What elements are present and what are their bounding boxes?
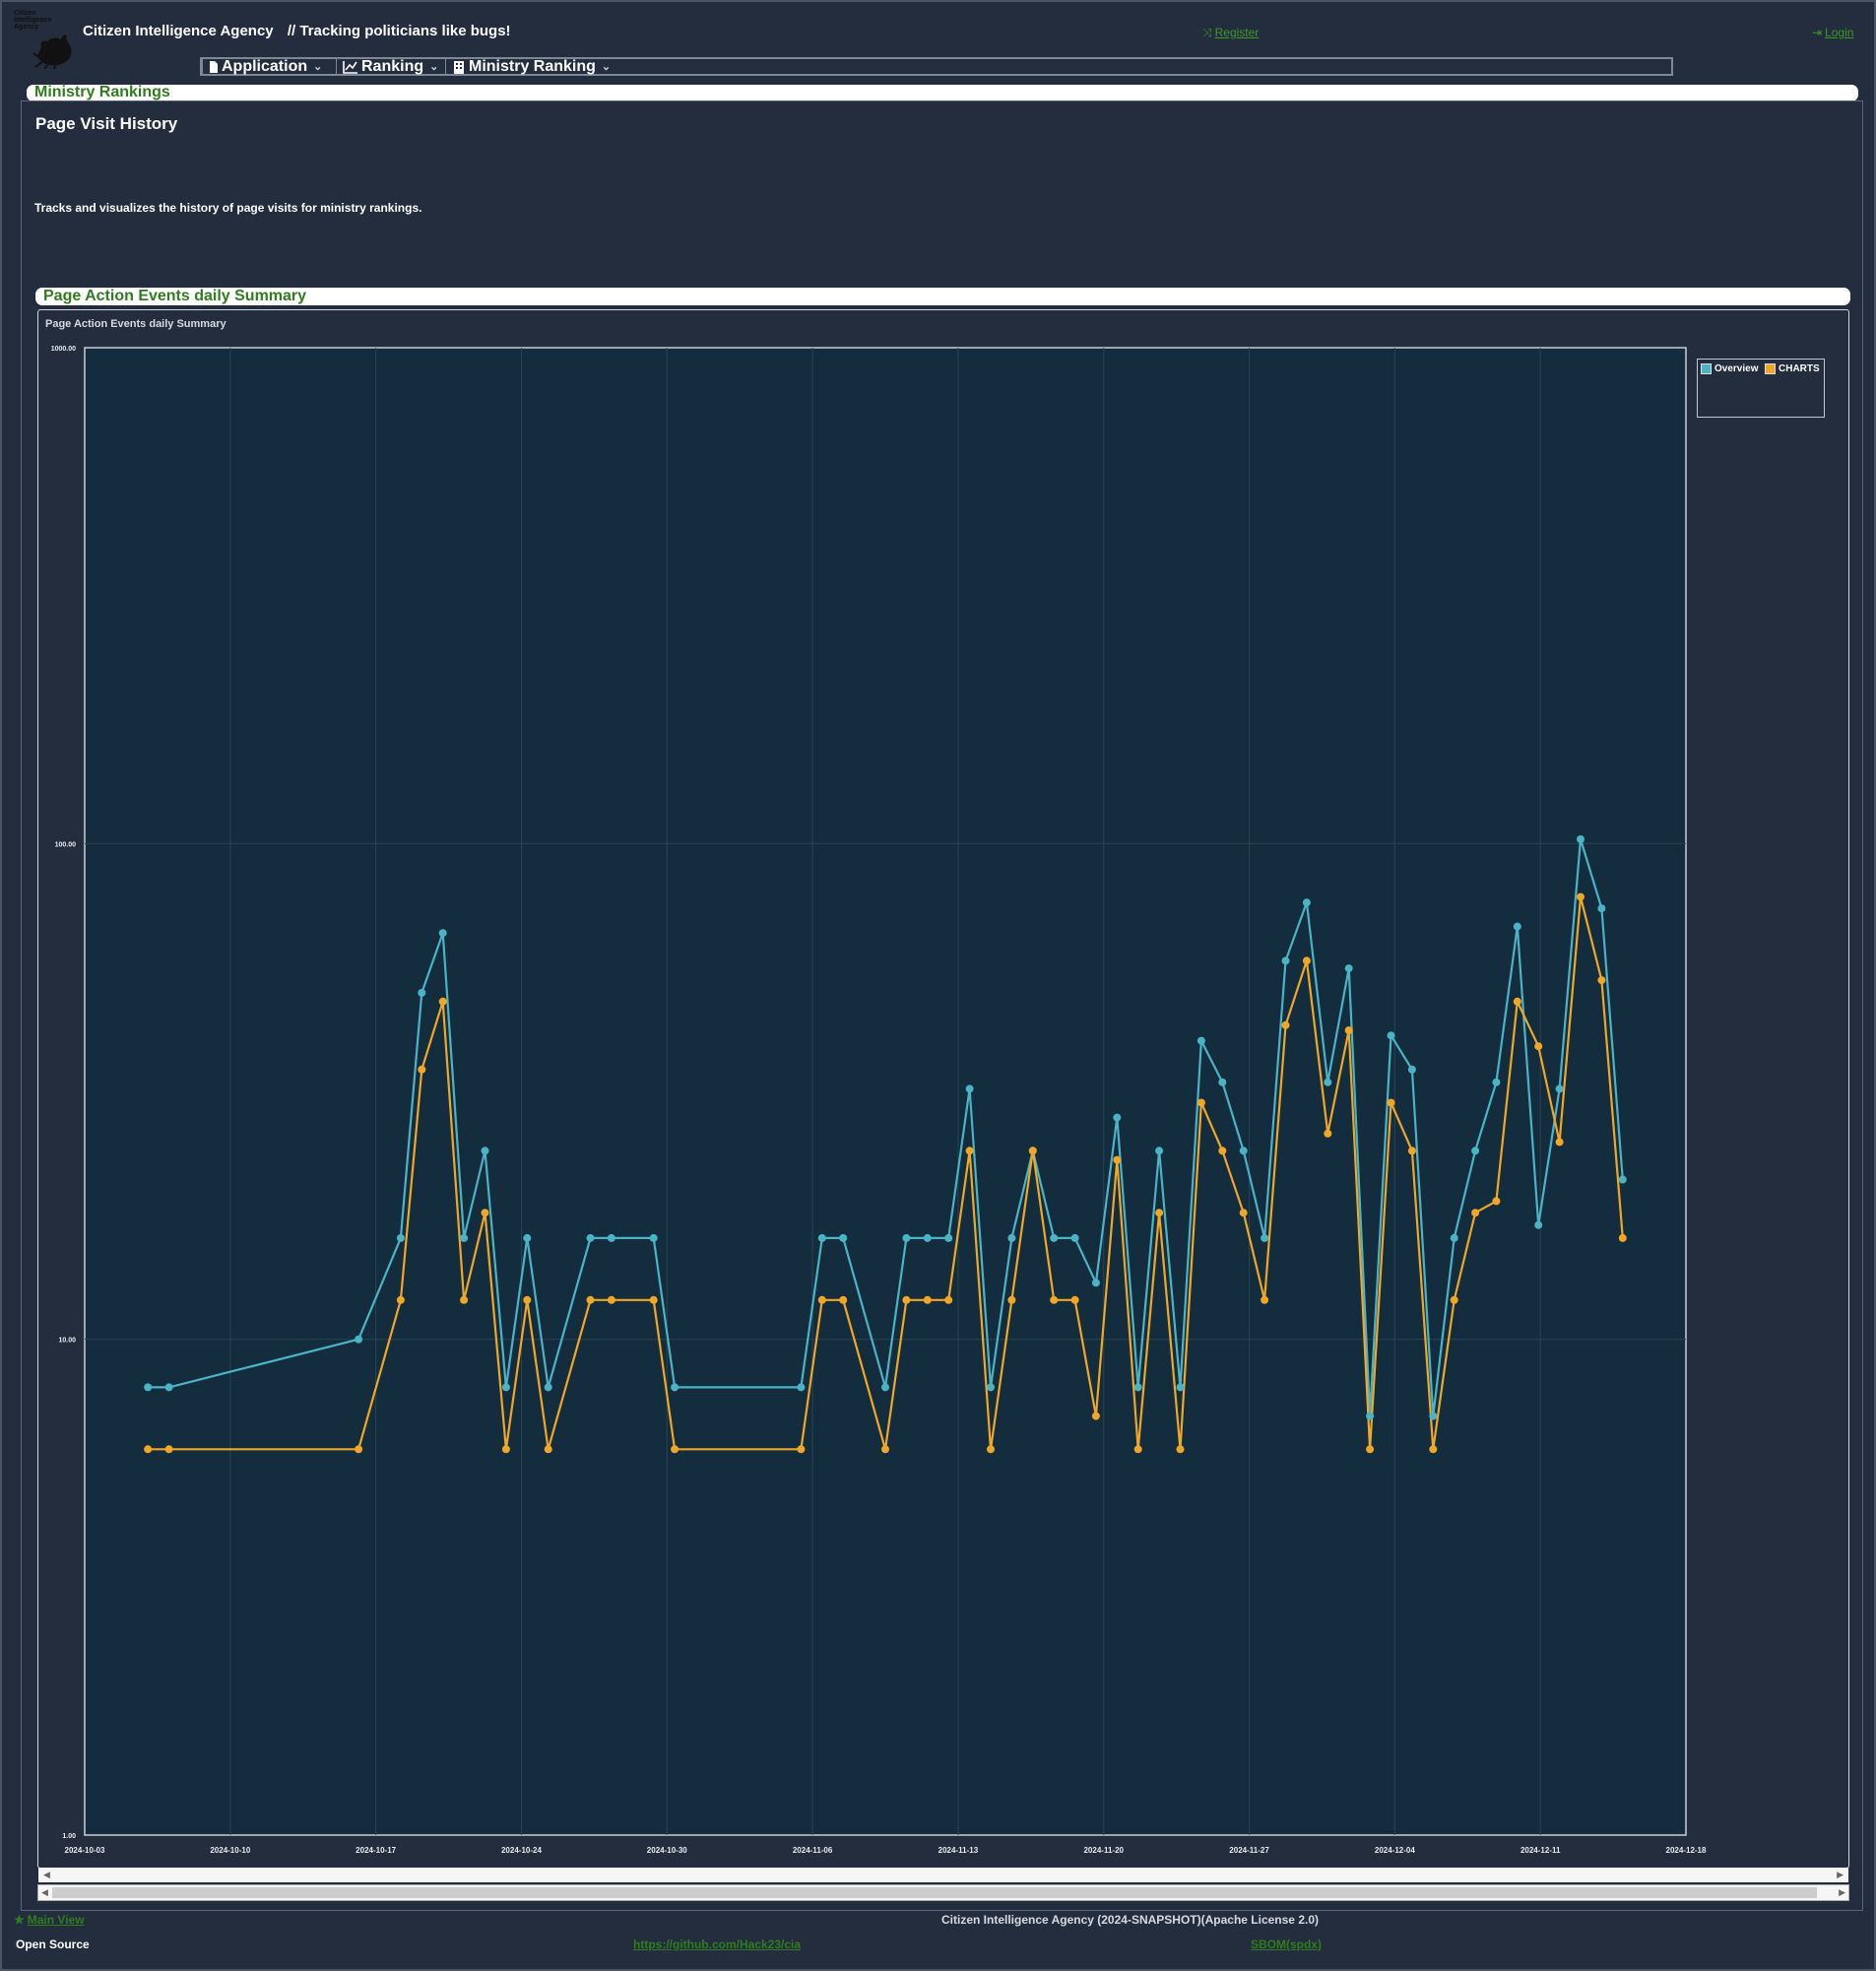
sign-in-icon: ⇥: [1812, 26, 1823, 39]
page-description: Tracks and visualizes the history of pag…: [34, 201, 422, 215]
summary-panel-title: Page Action Events daily Summary: [35, 288, 1850, 305]
building-icon: [454, 60, 464, 74]
menu-bar: Application ⌄ Ranking ⌄ Ministry Ranking…: [200, 57, 1673, 76]
menu-application[interactable]: Application ⌄: [202, 57, 323, 75]
register-link[interactable]: ⤨ Register: [1202, 26, 1259, 40]
chevron-down-icon: ⌄: [429, 61, 439, 73]
menu-ministry-ranking[interactable]: Ministry Ranking ⌄: [445, 57, 612, 75]
chart-scrollbar-inner[interactable]: ◀ ▶: [38, 1868, 1848, 1882]
legend-label-charts: CHARTS: [1779, 363, 1820, 374]
login-link[interactable]: ⇥ Login: [1812, 26, 1853, 39]
scroll-right-icon[interactable]: ▶: [1839, 1887, 1845, 1897]
chevron-down-icon: ⌄: [313, 61, 323, 73]
beetle-logo-icon: [32, 34, 72, 69]
chart-title: Page Action Events daily Summary: [45, 318, 226, 330]
scroll-right-icon[interactable]: ▶: [1837, 1870, 1844, 1879]
chart-legend: Overview CHARTS: [1697, 359, 1825, 418]
chart-frame: [37, 309, 1849, 1869]
legend-swatch-overview: [1701, 363, 1712, 374]
scrollbar-thumb[interactable]: [52, 1887, 1817, 1898]
scroll-left-icon[interactable]: ◀: [41, 1887, 48, 1897]
line-chart-icon: [343, 60, 357, 74]
chart-scrollbar-outer[interactable]: ◀ ▶: [37, 1884, 1849, 1901]
shuffle-icon: ⤨: [1202, 26, 1212, 39]
menu-ranking[interactable]: Ranking ⌄: [336, 57, 439, 75]
footer-copyright: Citizen Intelligence Agency (2024-SNAPSH…: [941, 1913, 1319, 1927]
main-view-label: Main View: [27, 1913, 85, 1927]
menu-ranking-label: Ranking: [361, 57, 424, 75]
menu-application-label: Application: [222, 57, 308, 75]
logo-text: Citizen Intelligence Agency: [14, 10, 52, 31]
star-icon: ★: [14, 1913, 25, 1927]
legend-charts[interactable]: CHARTS: [1765, 363, 1820, 374]
main-panel: [21, 100, 1863, 1911]
legend-label-overview: Overview: [1714, 363, 1759, 374]
legend-swatch-charts: [1765, 363, 1776, 374]
login-label: Login: [1825, 26, 1854, 39]
scroll-left-icon[interactable]: ◀: [43, 1870, 50, 1879]
main-view-link[interactable]: ★ Main View: [14, 1913, 85, 1927]
chevron-down-icon: ⌄: [601, 61, 612, 73]
open-source-label: Open Source: [16, 1938, 90, 1951]
app-name: Citizen Intelligence Agency: [83, 23, 274, 39]
menu-ministry-ranking-label: Ministry Ranking: [469, 57, 596, 75]
logo: Citizen Intelligence Agency: [14, 10, 79, 69]
legend-overview[interactable]: Overview: [1701, 363, 1758, 374]
page-heading: Page Visit History: [35, 114, 178, 133]
register-label: Register: [1214, 26, 1260, 39]
app-title: Citizen Intelligence Agency // Tracking …: [83, 23, 521, 39]
app-tagline: // Tracking politicians like bugs!: [287, 23, 511, 39]
ministry-rankings-panel-title: Ministry Rankings: [27, 85, 1858, 101]
github-link[interactable]: https://github.com/Hack23/cia: [633, 1938, 802, 1951]
sbom-link[interactable]: SBOM(spdx): [1251, 1938, 1322, 1951]
file-icon: [210, 60, 218, 73]
